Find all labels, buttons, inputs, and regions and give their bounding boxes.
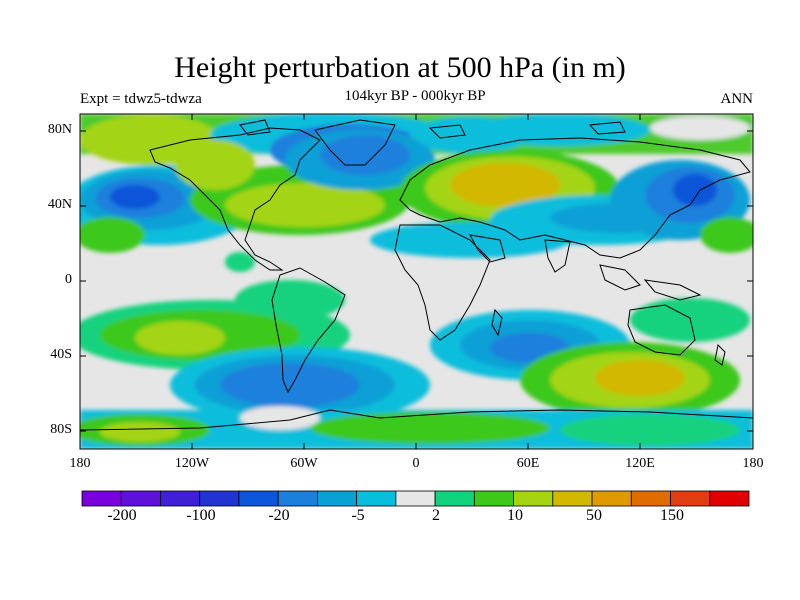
lon-tick-label: 60W xyxy=(290,456,318,471)
colorbar-swatch xyxy=(356,490,397,507)
coastlines xyxy=(80,119,753,431)
lon-tick-label: 180 xyxy=(69,456,91,471)
colorbar-swatch xyxy=(709,490,750,507)
colorbar-swatch xyxy=(630,490,671,507)
colorbar xyxy=(81,490,750,507)
colorbar-swatch xyxy=(277,490,318,507)
colorbar-label: -200 xyxy=(107,507,137,524)
plot-title: Height perturbation at 500 hPa (in m) xyxy=(174,51,626,84)
colorbar-swatch xyxy=(81,490,122,507)
lon-tick-label: 120W xyxy=(174,456,210,471)
colorbar-label: 10 xyxy=(507,507,523,524)
colorbar-swatch xyxy=(434,490,475,507)
lat-tick-label: 40S xyxy=(50,347,72,362)
colorbar-label: 2 xyxy=(432,507,440,524)
lon-tick-label: 120E xyxy=(625,456,655,471)
experiment-label: Expt = tdwz5-tdwza xyxy=(80,91,202,107)
colorbar-swatch xyxy=(473,490,514,507)
lat-tick-label: 80S xyxy=(50,422,72,437)
colorbar-swatch xyxy=(317,490,358,507)
lat-tick-label: 40N xyxy=(47,197,72,212)
colorbar-label: 150 xyxy=(660,507,684,524)
colorbar-swatch xyxy=(199,490,240,507)
lon-tick-label: 60E xyxy=(516,456,540,471)
colorbar-swatch xyxy=(120,490,161,507)
colorbar-swatch xyxy=(513,490,554,507)
season-label: ANN xyxy=(720,91,754,107)
axis-ticks xyxy=(80,114,753,449)
colorbar-swatch xyxy=(552,490,593,507)
colorbar-swatch xyxy=(160,490,201,507)
colorbar-label: -100 xyxy=(186,507,216,524)
colorbar-label: 50 xyxy=(586,507,602,524)
colorbar-swatch xyxy=(395,490,436,507)
colorbar-label: -20 xyxy=(268,507,290,524)
colorbar-swatch xyxy=(670,490,711,507)
colorbar-swatch xyxy=(238,490,279,507)
lat-tick-label: 0 xyxy=(65,272,72,287)
lat-tick-label: 80N xyxy=(47,122,72,137)
lon-tick-label: 180 xyxy=(742,456,764,471)
colorbar-swatch xyxy=(591,490,632,507)
colorbar-label: -5 xyxy=(351,507,365,524)
period-label: 104kyr BP - 000kyr BP xyxy=(344,88,486,104)
lon-tick-label: 0 xyxy=(412,456,420,471)
